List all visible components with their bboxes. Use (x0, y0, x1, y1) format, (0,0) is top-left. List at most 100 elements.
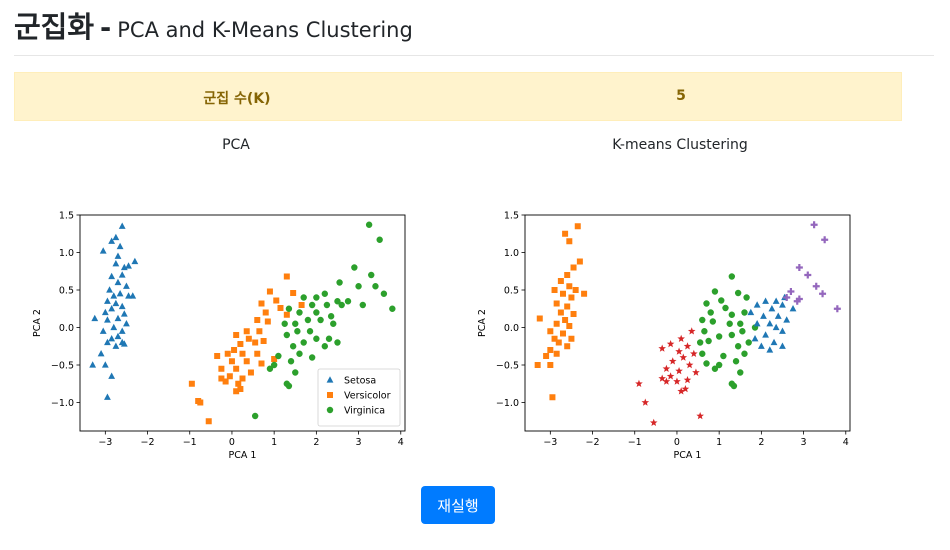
scatter-point (793, 297, 801, 305)
scatter-point (91, 314, 99, 322)
plot-frame (524, 214, 851, 432)
scatter-point (675, 347, 683, 355)
scatter-point (116, 242, 124, 250)
scatter-point (283, 311, 290, 318)
scatter-point (308, 301, 316, 309)
scatter-point (566, 283, 573, 290)
scatter-point (566, 323, 573, 329)
scatter-point (692, 368, 700, 376)
scatter-point (711, 365, 719, 372)
plot-axes: −3 −2 −1 0 1 2 3 4 −1.0 −0.5 0.0 0.5 1.0 1.5 PCA 1 PCA … (477, 210, 851, 461)
scatter-point (277, 305, 284, 311)
scatter-point (118, 327, 126, 334)
scatter-point (543, 353, 550, 359)
scatter-point (553, 350, 560, 357)
scatter-point (233, 365, 240, 372)
scatter-point (757, 342, 765, 349)
kmeans-scatter-chart: −3 −2 −1 0 1 2 3 4 −1.0 −0.5 0.0 0.5 1.0 1.5 PCA 1 PCA … (477, 210, 851, 461)
series-cluster-2 (696, 273, 759, 390)
scatter-point (266, 365, 274, 372)
scatter-point (256, 328, 263, 335)
y-tick-label: 1.5 (59, 210, 74, 221)
scatter-point (707, 309, 714, 316)
scatter-point (774, 312, 782, 319)
scatter-point (338, 301, 345, 309)
scatter-point (118, 302, 126, 310)
rerun-button[interactable]: 재실행 (421, 486, 495, 524)
scatter-point (214, 353, 221, 359)
scatter-point (108, 372, 116, 379)
scatter-point (576, 258, 583, 265)
scatter-point (770, 338, 778, 346)
x-tick-label: 1 (716, 437, 722, 448)
x-tick-label: 4 (398, 437, 404, 448)
legend: Setosa Versicolor Virginica (317, 368, 401, 427)
scatter-point (819, 290, 827, 298)
scatter-point (551, 287, 558, 293)
scatter-point (751, 334, 759, 342)
scatter-point (658, 374, 666, 382)
scatter-point (266, 288, 273, 295)
scatter-point (711, 288, 719, 295)
scatter-point (290, 290, 297, 296)
scatter-point (321, 343, 329, 350)
scatter-point (641, 398, 650, 406)
scatter-point (283, 273, 290, 280)
x-tick-label: 0 (229, 437, 235, 448)
scatter-point (772, 297, 780, 304)
scatter-point (703, 360, 710, 367)
scatter-point (243, 358, 250, 365)
scatter-point (549, 394, 556, 401)
scatter-point (666, 372, 675, 380)
scatter-point (258, 360, 265, 367)
scatter-point (292, 369, 299, 376)
scatter-point (114, 332, 122, 340)
scatter-point (344, 298, 352, 305)
scatter-point (296, 350, 303, 357)
scatter-point (89, 361, 97, 368)
scatter-point (239, 350, 246, 357)
x-axis-label: PCA 1 (674, 450, 702, 461)
scatter-point (734, 289, 742, 297)
scatter-point (557, 309, 564, 316)
scatter-point (247, 369, 254, 376)
y-tick-label: 0.0 (59, 323, 74, 334)
scatter-point (562, 317, 569, 323)
scatter-point (705, 337, 712, 345)
scatter-point (323, 301, 331, 309)
scatter-point (106, 286, 113, 293)
scatter-point (104, 338, 111, 346)
scatter-point (658, 344, 666, 352)
scatter-point (239, 375, 246, 382)
page-title-subtitle: PCA and K-Means Clustering (117, 18, 413, 42)
scatter-point (365, 221, 373, 228)
scatter-point (101, 361, 109, 368)
scatter-point (747, 308, 755, 316)
scatter-point (120, 340, 128, 347)
y-tick-label: 1.0 (59, 248, 74, 259)
scatter-point (666, 340, 675, 348)
scatter-point (821, 236, 829, 244)
scatter-point (376, 236, 383, 243)
scatter-point (699, 316, 706, 324)
scatter-point (104, 297, 111, 304)
scatter-point (753, 301, 761, 308)
scatter-point (289, 343, 297, 350)
scatter-point (372, 283, 379, 290)
scatter-point (233, 332, 240, 338)
scatter-point (296, 309, 303, 316)
series-cluster-1 (635, 327, 704, 426)
scatter-point (783, 316, 791, 323)
series-cluster-4 (783, 221, 841, 313)
scatter-point (195, 398, 202, 404)
x-tick-label: 1 (271, 437, 277, 448)
series-virginica (251, 221, 396, 420)
scatter-point (547, 328, 554, 335)
scatter-point (559, 330, 566, 337)
legend-marker (326, 406, 334, 414)
page-title-main: 군집화 (14, 10, 95, 44)
plot-axes: −3 −2 −1 0 1 2 3 4 −1.0 −0.5 0.0 0.5 1.0 1.5 PCA 1 PCA … (32, 210, 406, 461)
scatter-point (336, 279, 343, 286)
scatter-point (753, 319, 761, 327)
k-panel: 군집 수(K) 5 (14, 72, 902, 121)
